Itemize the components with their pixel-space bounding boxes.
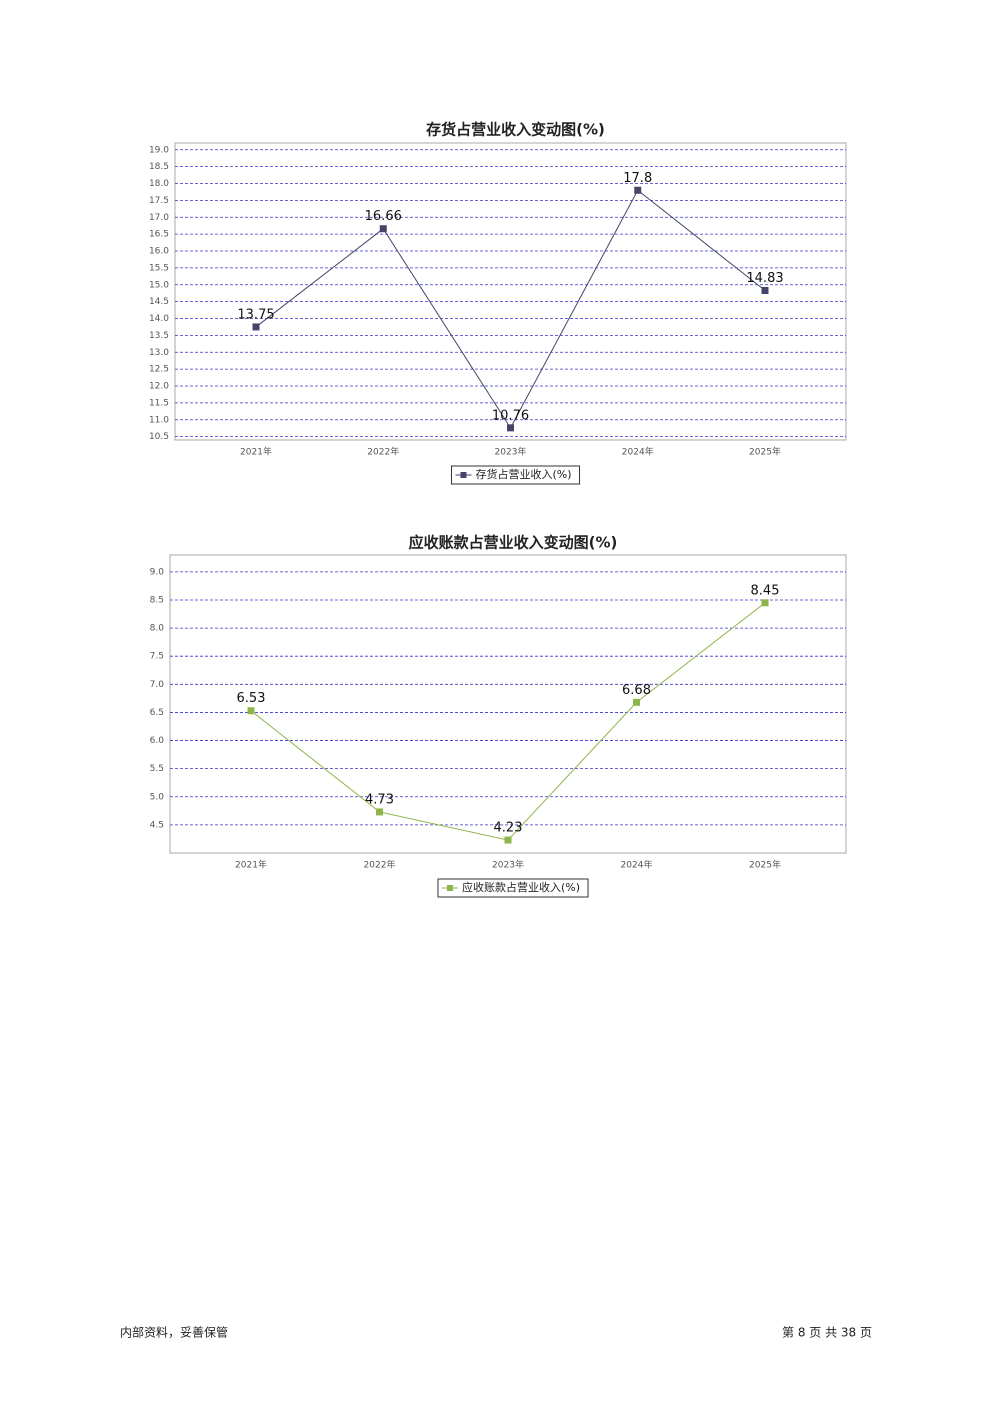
point-marker [507,424,514,432]
y-tick-label: 14.0 [149,314,169,324]
data-label: 10.76 [492,408,529,423]
series-line [250,602,766,841]
y-tick-label: 6.0 [150,736,165,746]
point-marker [252,323,260,331]
data-label: 4.23 [494,821,523,836]
x-tick-label: 2022年 [364,859,396,871]
point-marker [504,836,512,844]
point-marker [633,698,640,706]
y-tick-label: 13.0 [149,348,169,358]
point-marker [761,286,769,294]
chart-title: 存货占营业收入变动图(%) [426,121,605,139]
point-marker [247,707,255,715]
y-tick-label: 14.5 [149,297,169,307]
y-tick-label: 12.0 [149,382,169,392]
y-tick-label: 8.5 [150,595,164,605]
y-tick-label: 8.0 [150,624,165,634]
data-label: 16.66 [365,209,402,224]
data-label: 13.75 [237,307,274,322]
y-tick-label: 9.0 [150,567,165,577]
y-tick-label: 17.0 [149,213,169,223]
y-tick-label: 15.0 [149,280,169,290]
x-tick-label: 2024年 [621,859,653,871]
y-tick-label: 11.5 [149,398,169,408]
y-tick-label: 11.0 [149,415,169,425]
x-tick-label: 2023年 [492,859,524,871]
legend-marker [460,472,467,478]
y-tick-label: 19.0 [149,145,169,155]
footer-page: 第 8 页 共 38 页 [782,1326,872,1340]
plot-area [169,554,847,854]
point-marker [761,599,769,607]
y-tick-label: 7.5 [150,652,164,662]
y-tick-label: 12.5 [149,365,169,375]
legend-label: 存货占营业收入(%) [475,467,571,481]
data-label: 4.73 [365,792,394,807]
point-marker [634,186,642,194]
y-tick-label: 5.5 [150,764,164,774]
y-tick-label: 15.5 [149,263,169,273]
x-tick-label: 2021年 [240,446,272,458]
x-tick-label: 2022年 [367,446,399,458]
series-line [255,189,766,429]
y-tick-label: 18.5 [149,162,169,172]
y-tick-label: 17.5 [149,196,169,206]
y-tick-label: 16.5 [149,230,169,240]
x-tick-label: 2021年 [235,859,267,871]
x-tick-label: 2025年 [749,859,781,871]
footer-note: 内部资料，妥善保管 [120,1325,228,1340]
x-tick-label: 2023年 [495,446,527,458]
legend: 存货占营业收入(%) [450,465,581,485]
data-label: 6.68 [622,683,651,698]
data-label: 17.8 [623,171,652,186]
y-tick-label: 13.5 [149,331,169,341]
y-tick-label: 18.0 [149,179,169,189]
y-tick-label: 7.0 [150,680,165,690]
data-label: 8.45 [751,583,780,598]
y-tick-label: 6.5 [150,708,164,718]
plot-area [174,142,847,441]
chart-title: 应收账款占营业收入变动图(%) [409,534,618,552]
legend: 应收账款占营业收入(%) [437,878,589,898]
x-tick-label: 2025年 [749,446,781,458]
y-tick-label: 5.0 [150,792,165,802]
legend-box [450,465,581,485]
legend-marker [446,885,453,891]
point-marker [376,808,383,816]
data-label: 14.83 [746,271,783,286]
x-tick-label: 2024年 [622,446,654,458]
y-tick-label: 16.0 [149,247,169,257]
legend-label: 应收账款占营业收入(%) [462,880,580,894]
data-label: 6.53 [237,691,266,706]
y-tick-label: 4.5 [150,820,164,830]
legend-box [437,878,589,898]
point-marker [379,225,387,233]
y-tick-label: 10.5 [149,432,169,442]
